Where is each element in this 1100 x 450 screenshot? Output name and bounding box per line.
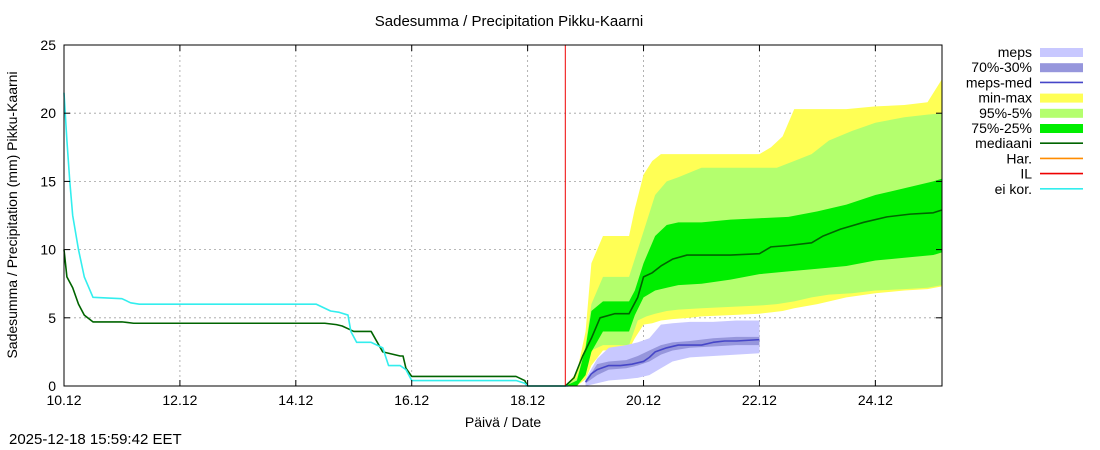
legend-item-min-max: min-max (978, 90, 1083, 106)
legend-swatch (1040, 124, 1083, 133)
ei-kor-line (63, 92, 569, 387)
legend-item-meps: meps (998, 44, 1083, 60)
legend-item-mediaani: mediaani (975, 135, 1083, 151)
legend-label: meps (998, 44, 1032, 60)
legend-swatch (1040, 93, 1083, 103)
chart-title: Sadesumma / Precipitation Pikku-Kaarni (375, 13, 643, 30)
mediaani-line (63, 209, 943, 387)
legend-item-70-30: 70%-30% (971, 59, 1083, 75)
y-tick-label: 10 (40, 242, 56, 258)
legend-item-75-25: 75%-25% (971, 120, 1083, 136)
x-tick-label: 22.12 (742, 392, 777, 408)
meps-med-line (584, 338, 760, 383)
timestamp-footer: 2025-12-18 15:59:42 EET (9, 431, 182, 448)
75-25-band (565, 178, 942, 386)
legend-item-ei-kor: ei kor. (995, 181, 1083, 197)
legend-item-meps-med: meps-med (966, 74, 1083, 90)
legend-label: Har. (1006, 150, 1032, 166)
legend-label: meps-med (966, 74, 1032, 90)
x-tick-label: 24.12 (858, 392, 893, 408)
legend-swatch (1040, 108, 1083, 118)
legend-item-il: IL (1020, 166, 1083, 182)
x-tick-label: 10.12 (46, 392, 81, 408)
x-tick-label: 12.12 (162, 392, 197, 408)
y-tick-label: 0 (48, 378, 56, 394)
y-tick-label: 20 (40, 105, 56, 121)
y-axis-label: Sadesumma / Precipitation (mm) Pikku-Kaa… (4, 71, 20, 358)
legend-swatch (1040, 63, 1083, 73)
y-tick-label: 5 (48, 310, 56, 326)
x-tick-label: 14.12 (278, 392, 313, 408)
series-layer (63, 79, 943, 387)
legend-label: 70%-30% (971, 59, 1032, 75)
legend-label: min-max (978, 90, 1032, 106)
legend: meps70%-30%meps-medmin-max95%-5%75%-25%m… (966, 44, 1083, 197)
legend-label: mediaani (975, 135, 1032, 151)
y-tick-label: 15 (40, 173, 56, 189)
legend-item-95-5: 95%-5% (979, 105, 1083, 121)
x-tick-label: 18.12 (510, 392, 545, 408)
legend-label: IL (1020, 166, 1032, 182)
x-tick-label: 16.12 (394, 392, 429, 408)
x-axis-label: Päivä / Date (465, 414, 541, 430)
legend-label: ei kor. (995, 181, 1032, 197)
legend-item-har: Har. (1006, 150, 1083, 166)
y-tick-label: 25 (40, 37, 56, 53)
plot-border (63, 44, 943, 387)
x-tick-label: 20.12 (626, 392, 661, 408)
legend-swatch (1040, 48, 1083, 57)
meps-band (585, 320, 760, 386)
legend-label: 75%-25% (971, 120, 1032, 136)
legend-label: 95%-5% (979, 105, 1032, 121)
axis-ticks: 10.12 12.12 14.12 16.12 18.12 20.12 22.12 24.12… (40, 37, 942, 408)
